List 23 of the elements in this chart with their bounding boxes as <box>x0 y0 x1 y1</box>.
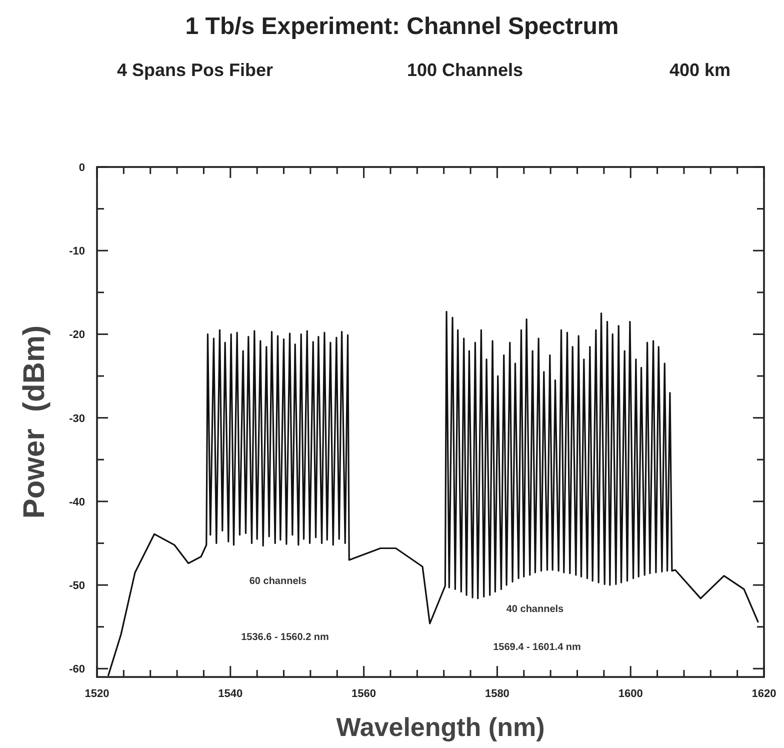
annotation: 1536.6 - 1560.2 nm <box>241 632 330 643</box>
x-axis-title: Wavelength (nm) <box>336 712 545 742</box>
x-tick-label: 1520 <box>84 688 110 700</box>
y-axis-title: Power (dBm) <box>18 325 51 519</box>
y-tick-label: -40 <box>69 496 85 508</box>
chart-title: 1 Tb/s Experiment: Channel Spectrum <box>185 13 619 40</box>
y-tick-label: -10 <box>69 246 85 258</box>
y-tick-label: 0 <box>78 162 85 174</box>
text: 100 Channels <box>406 60 524 80</box>
text: 4 Spans Pos Fiber <box>116 60 274 80</box>
annotation: 40 channels <box>506 604 564 615</box>
x-tick-label: 1620 <box>752 688 776 700</box>
x-tick-label: 1560 <box>352 688 376 700</box>
y-tick-label: -50 <box>69 580 85 592</box>
text: 400 km <box>669 60 731 80</box>
x-tick-label: 1580 <box>484 688 510 700</box>
x-tick-label: 1540 <box>218 688 243 700</box>
y-tick-label: -20 <box>69 329 85 342</box>
x-tick-label: 1600 <box>618 688 643 700</box>
annotation: 1569.4 - 1601.4 nm <box>493 642 582 653</box>
y-tick-label: -60 <box>69 664 85 676</box>
y-tick-label: -30 <box>69 412 85 425</box>
annotation: 60 channels <box>249 576 308 587</box>
